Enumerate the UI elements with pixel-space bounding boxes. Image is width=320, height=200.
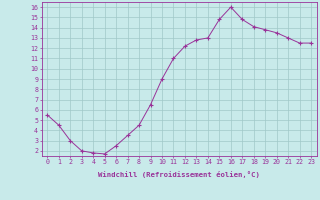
X-axis label: Windchill (Refroidissement éolien,°C): Windchill (Refroidissement éolien,°C) <box>98 171 260 178</box>
